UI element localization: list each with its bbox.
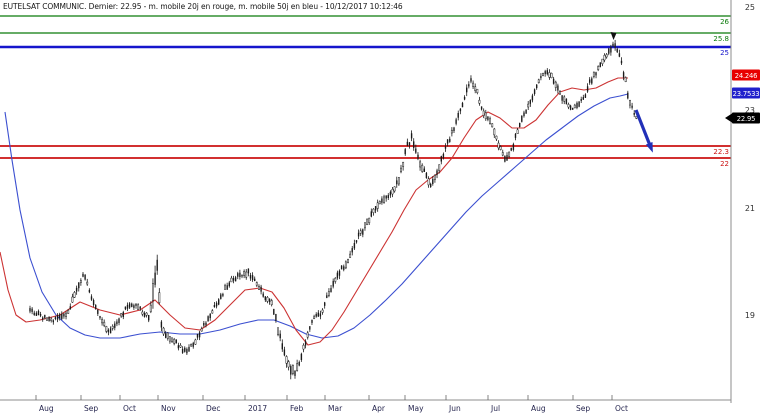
y-tick-label: 23 <box>745 106 755 115</box>
x-tick-label: Jun <box>448 404 461 413</box>
x-tick-label: Oct <box>615 404 628 413</box>
hline-label: 22.3 <box>713 148 729 156</box>
x-tick-label: Apr <box>372 404 386 413</box>
hline-label: 25.8 <box>713 35 729 43</box>
x-tick-label: Aug <box>531 404 546 413</box>
price-badge-label-last-price: 22.95 <box>737 115 755 123</box>
x-tick-label: Sep <box>84 404 98 413</box>
price-badge-ma20-value <box>732 69 760 81</box>
x-tick-label: Feb <box>290 404 304 413</box>
x-tick-label: Oct <box>123 404 136 413</box>
trend-arrow-head-icon <box>645 142 653 153</box>
y-tick-label: 19 <box>745 311 755 320</box>
x-tick-label: Dec <box>206 404 221 413</box>
chart-title: EUTELSAT COMMUNIC. Dernier: 22.95 - m. m… <box>3 2 403 11</box>
price-badge-label-ma50-value: 23.7533 <box>733 90 760 98</box>
hline-label: 26 <box>720 18 729 26</box>
price-badge-ma50-value <box>732 87 760 99</box>
last-price-pointer-icon <box>725 113 732 123</box>
ma50-line <box>4 93 629 339</box>
x-tick-label: Aug <box>39 404 54 413</box>
x-tick-label: Mar <box>328 404 343 413</box>
y-tick-label: 25 <box>745 3 755 12</box>
x-tick-label: May <box>408 404 424 413</box>
x-tick-label: 2017 <box>248 404 267 413</box>
peak-marker-icon <box>610 32 617 40</box>
hline-label: 22 <box>720 160 729 168</box>
hline-label: 25 <box>720 49 729 57</box>
ma20-line <box>0 77 628 346</box>
x-tick-label: Nov <box>161 404 176 413</box>
x-tick-label: Sep <box>576 404 590 413</box>
price-badge-last-price <box>732 112 760 124</box>
candles <box>29 39 638 380</box>
price-badge-label-ma20-value: 24.246 <box>735 72 758 80</box>
y-tick-label: 21 <box>745 204 755 213</box>
x-tick-label: Jul <box>490 404 500 413</box>
trend-arrow-shaft <box>634 109 652 147</box>
